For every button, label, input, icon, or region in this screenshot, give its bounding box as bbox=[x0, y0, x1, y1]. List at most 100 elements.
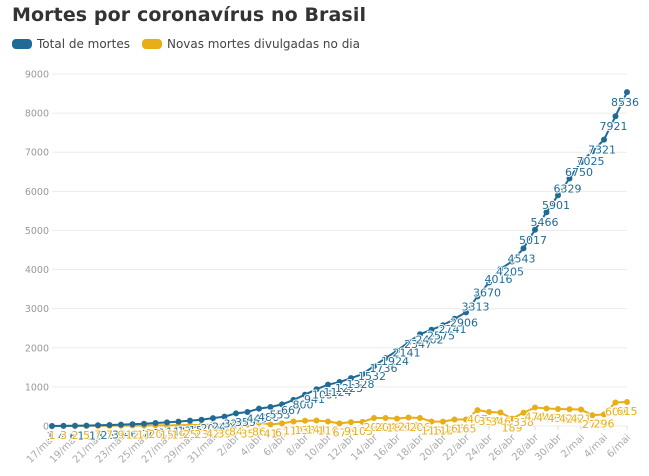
point-total bbox=[60, 422, 67, 429]
data-label-total: 159 bbox=[189, 424, 210, 437]
y-tick-label: 4000 bbox=[25, 265, 49, 276]
point-new bbox=[612, 399, 619, 406]
data-label-new: 115 bbox=[421, 425, 442, 438]
data-label-new: 25 bbox=[183, 428, 197, 441]
data-label-new: 41 bbox=[264, 427, 278, 440]
data-label-total: 1532 bbox=[358, 370, 386, 383]
point-total bbox=[612, 113, 619, 120]
point-total bbox=[417, 331, 423, 338]
point-total bbox=[152, 419, 159, 426]
point-new bbox=[302, 417, 308, 424]
data-label-total: 1 bbox=[47, 430, 54, 443]
point-new bbox=[325, 418, 331, 425]
point-new bbox=[624, 398, 630, 405]
point-new bbox=[394, 415, 400, 422]
data-label-new: 11 bbox=[137, 429, 151, 442]
data-label-new: 615 bbox=[617, 405, 638, 418]
y-tick-label: 6000 bbox=[25, 187, 49, 198]
point-total bbox=[313, 386, 320, 393]
point-total bbox=[336, 379, 343, 386]
data-label-total: 2462 bbox=[416, 334, 444, 347]
data-label-total: 1124 bbox=[324, 386, 352, 399]
point-new bbox=[428, 418, 435, 425]
point-total bbox=[95, 422, 101, 429]
series-line-total bbox=[51, 91, 628, 427]
data-label-new: 474 bbox=[525, 410, 546, 423]
point-new bbox=[520, 409, 527, 416]
data-label-total: 2575 bbox=[427, 329, 455, 342]
data-label-total: 240 bbox=[212, 421, 233, 434]
y-tick-label: 5000 bbox=[25, 226, 49, 237]
data-label-new: 407 bbox=[467, 413, 488, 426]
data-label-total: 4 bbox=[58, 430, 65, 443]
data-label-new: 1 bbox=[49, 429, 56, 442]
data-label-new: 114 bbox=[283, 425, 304, 438]
data-label-total: 7025 bbox=[577, 155, 605, 168]
point-new bbox=[486, 409, 492, 416]
point-total bbox=[175, 418, 182, 425]
point-total bbox=[187, 417, 193, 424]
point-total bbox=[509, 258, 515, 265]
data-label-new: 141 bbox=[306, 423, 327, 436]
point-total bbox=[49, 422, 55, 429]
data-label-new: 189 bbox=[502, 422, 523, 435]
legend-label-total: Total de mortes bbox=[37, 37, 130, 51]
point-new bbox=[382, 415, 389, 422]
legend-item-new[interactable]: Novas mortes divulgadas no dia bbox=[141, 37, 360, 51]
point-total bbox=[325, 381, 331, 388]
point-total bbox=[578, 159, 584, 165]
data-label-new: 188 bbox=[387, 422, 408, 435]
point-total bbox=[451, 315, 458, 322]
point-total bbox=[382, 355, 389, 362]
point-total bbox=[244, 408, 251, 415]
point-total bbox=[256, 405, 262, 412]
data-label-total: 6 bbox=[70, 430, 77, 443]
data-label-total: 111 bbox=[166, 426, 187, 439]
x-tick-label: 6/mai bbox=[605, 432, 633, 460]
point-new bbox=[290, 418, 297, 425]
point-total bbox=[566, 175, 573, 182]
data-label-total: 800 bbox=[293, 399, 314, 412]
data-label-total: 445 bbox=[247, 413, 268, 426]
point-new bbox=[543, 405, 550, 412]
chart-legend: Total de mortes Novas mortes divulgadas … bbox=[12, 37, 372, 51]
point-new bbox=[267, 421, 274, 428]
point-total bbox=[624, 89, 630, 96]
point-new bbox=[210, 421, 216, 428]
data-label-new: 346 bbox=[490, 415, 511, 428]
point-new bbox=[256, 419, 262, 426]
point-new bbox=[221, 421, 228, 428]
point-new bbox=[336, 420, 343, 427]
data-label-new: 165 bbox=[456, 423, 477, 436]
point-new bbox=[509, 415, 515, 422]
data-label-new: 275 bbox=[582, 418, 603, 431]
point-total bbox=[463, 309, 469, 316]
data-label-total: 3670 bbox=[473, 286, 501, 299]
data-label-total: 2347 bbox=[404, 338, 432, 351]
data-label-total: 667 bbox=[281, 404, 302, 417]
y-tick-label: 1000 bbox=[25, 382, 49, 393]
data-label-total: 11 bbox=[78, 430, 92, 443]
point-total bbox=[164, 419, 170, 426]
point-total bbox=[486, 279, 492, 286]
point-total bbox=[371, 363, 377, 370]
data-label-new: 296 bbox=[594, 417, 615, 430]
data-label-total: 6329 bbox=[554, 182, 582, 195]
data-label-new: 35 bbox=[241, 428, 255, 441]
data-label-new: 84 bbox=[229, 426, 243, 439]
point-new bbox=[532, 404, 538, 411]
data-label-new: 39 bbox=[218, 427, 232, 440]
data-label-total: 18 bbox=[89, 429, 103, 442]
point-new bbox=[198, 422, 205, 429]
point-total bbox=[543, 209, 550, 216]
data-label-total: 77 bbox=[147, 427, 161, 440]
legend-item-total[interactable]: Total de mortes bbox=[12, 37, 130, 51]
y-tick-label: 9000 bbox=[25, 70, 49, 81]
point-new bbox=[359, 418, 366, 425]
point-total bbox=[198, 416, 205, 423]
point-total bbox=[474, 293, 481, 300]
data-label-new: 7 bbox=[106, 429, 113, 442]
point-new bbox=[279, 420, 285, 427]
data-label-total: 486 bbox=[258, 411, 279, 424]
